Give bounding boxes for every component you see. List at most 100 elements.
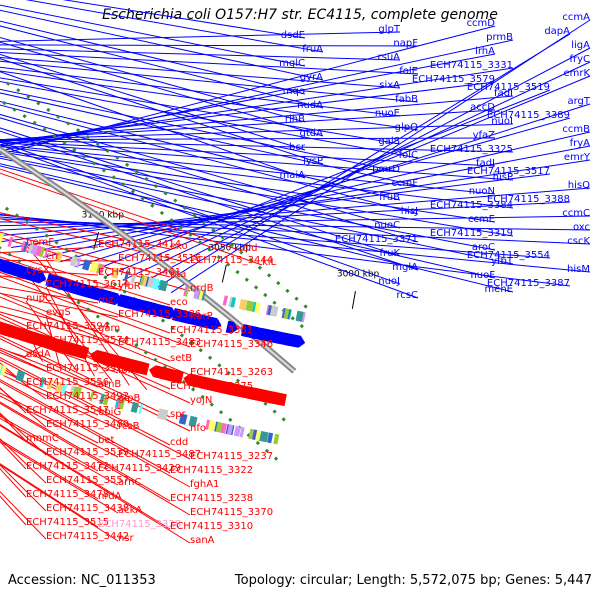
gene-leader-line [0, 48, 401, 61]
gene-label: yfaZ [473, 130, 496, 141]
gene-leader-line [0, 141, 401, 285]
feature-block-inner [198, 289, 204, 301]
forward-gene-arrow-head [245, 325, 253, 337]
feature-block-inner [82, 259, 91, 271]
scale-tick [351, 291, 356, 309]
gene-label: hisQ [568, 180, 590, 191]
reverse-gene-arrow-head [210, 379, 218, 392]
gene-label: cdd [170, 437, 188, 448]
feature-block-inner [69, 255, 79, 267]
reverse-gene-arrow [39, 334, 52, 349]
gene-label: fryC [569, 54, 590, 65]
gene-label: yojN [190, 395, 212, 406]
gene-leader-line [0, 213, 571, 287]
gene-leader-line [0, 127, 401, 257]
gene-leader-line [0, 311, 119, 346]
gene-label: fryA [570, 138, 591, 149]
gene-leader-line [0, 57, 401, 89]
gene-label: kiL [262, 257, 277, 268]
gene-label: ECH74115_3614 [46, 279, 129, 290]
gene-label: hisM [567, 264, 590, 275]
forward-gene-arrow [88, 286, 98, 300]
gene-leader-line [0, 402, 191, 516]
accession-label: Accession: NC_011353 [8, 573, 156, 588]
gene-label: ECH74115_3522 [46, 363, 129, 374]
gene-label: bcr [289, 142, 306, 153]
feature-block-inner [39, 246, 46, 258]
forward-gene-arrow-head [66, 280, 74, 292]
gene-leader-line [0, 292, 171, 362]
forward-gene-arrow-head [107, 291, 115, 303]
gene-label: ECH74115_3381 [170, 325, 253, 336]
gene-label: ECH74115_3429 [98, 463, 181, 474]
gene-label: galS [378, 136, 400, 147]
gene-label: emrY [564, 152, 591, 163]
feature-block-outer [138, 403, 144, 415]
gene-label: maiA [280, 170, 306, 181]
gene-leader-line [0, 142, 514, 181]
feature-block-inner [111, 267, 120, 279]
gene-leader-line [0, 347, 99, 388]
gene-label: ECH74115_3547 [26, 405, 109, 416]
feature-block-outer [207, 420, 216, 432]
gene-leader-line [0, 395, 119, 458]
gene-leader-line [0, 296, 191, 376]
forward-gene-arrow-head [287, 333, 295, 346]
gene-label: folC [399, 150, 418, 161]
gene-leader-line [154, 33, 571, 290]
gene-leader-line [0, 41, 324, 137]
gene-label: fadJ [476, 158, 495, 169]
forward-gene-arrow-head [278, 331, 286, 344]
gene-leader-line [0, 25, 324, 109]
feature-block-outer [233, 425, 242, 437]
feature-block-inner [123, 270, 130, 282]
gene-leader-line [0, 66, 401, 117]
reverse-gene-arrow [193, 375, 212, 391]
gene-leader-line [0, 392, 99, 444]
gene-leader-line [0, 88, 401, 173]
gene-label: arnB [98, 379, 121, 390]
gene-leader-line [0, 218, 191, 264]
gene-label: rsuA [378, 52, 401, 63]
gene-leader-line [0, 237, 191, 292]
gene-label: ECH74115_3328 [98, 519, 181, 530]
gene-label: ECH74115_3388 [487, 194, 570, 205]
gene-leader-line [0, 357, 171, 446]
feature-block-outer [72, 386, 82, 398]
gene-leader-line [0, 413, 27, 442]
feature-block-inner [22, 241, 28, 252]
gene-label: sixA [379, 80, 400, 91]
forward-gene-arrow [62, 278, 71, 292]
gene-leader-line [0, 53, 306, 151]
feature-block-outer [226, 424, 234, 435]
gene-label: mglA [392, 262, 418, 273]
gene-label: ECH74115_3574 [46, 335, 129, 346]
gene-leader-line [0, 412, 47, 456]
gene-leader-line [0, 77, 401, 145]
gene-leader-line [0, 464, 119, 542]
feature-block-inner [142, 275, 148, 287]
feature-block-outer [55, 381, 64, 393]
forward-gene-arrow-head [203, 315, 211, 328]
feature-block-inner [183, 286, 188, 297]
gene-label: napF [393, 38, 418, 49]
reverse-gene-arrow-head [214, 380, 222, 393]
gene-leader-line [0, 39, 514, 152]
forward-gene-arrow [2, 260, 15, 275]
gene-label: ccmB [562, 124, 590, 135]
gene-label: ECH74115_3438 [46, 503, 129, 514]
gene-label: setB [170, 353, 192, 364]
gene-label: dsdA [26, 349, 51, 360]
gene-leader-line [0, 276, 191, 348]
gene-label: ECH74115_3442 [46, 531, 129, 542]
gene-label: ECH74115_3375 [170, 381, 253, 392]
reverse-gene-arrow [218, 380, 235, 396]
gene-label: ECH74115_3516 [118, 253, 201, 264]
gene-label: nuoF [470, 270, 495, 281]
gene-leader-line [0, 351, 119, 402]
feature-block-inner [295, 310, 304, 322]
gene-label: ECH74115_3519 [467, 82, 550, 93]
gene-label: folE [399, 66, 418, 77]
gene-leader-line [0, 81, 419, 159]
gene-label: ccmA [562, 12, 590, 23]
